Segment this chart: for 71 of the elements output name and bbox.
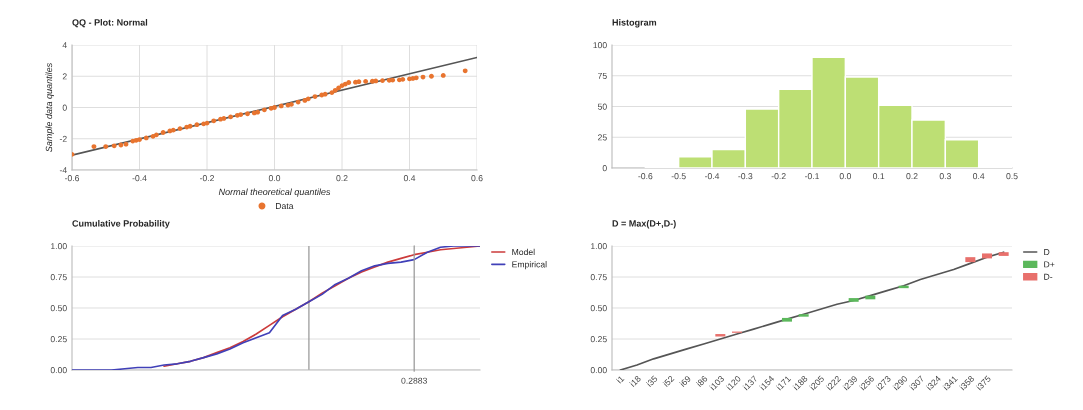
y-tick-label: 0: [62, 104, 67, 111]
x-tick-label: i290: [892, 375, 908, 391]
x-tick-label: 0.2: [336, 175, 348, 182]
chart-title: QQ - Plot: Normal: [72, 19, 148, 28]
y-tick-label: 0.00: [590, 367, 607, 374]
x-tick-label: -0.4: [704, 173, 720, 180]
bar: [848, 298, 859, 302]
x-tick-label: -0.4: [132, 175, 147, 182]
legend-label: Model: [512, 248, 535, 256]
y-tick-label: 0.25: [590, 336, 607, 343]
bar: [998, 252, 1009, 256]
x-tick-label: i86: [695, 375, 708, 388]
line-series: [619, 251, 1005, 370]
x-tick-label: i69: [679, 375, 692, 388]
x-tick-label: -0.6: [638, 173, 653, 180]
x-tick-label: -0.3: [738, 173, 753, 180]
chart-title: D = Max(D+,D-): [612, 220, 676, 229]
y-tick-label: 0.25: [50, 336, 67, 343]
x-axis-title: Normal theoretical quantiles: [218, 188, 331, 197]
bar: [715, 334, 726, 337]
chart-title: Histogram: [612, 19, 657, 28]
y-tick-label: 75: [598, 72, 607, 79]
x-tick-label: -0.2: [771, 173, 786, 180]
bar: [982, 253, 992, 259]
legend-label: D+: [1044, 261, 1055, 268]
x-tick-label: 0.5: [1006, 173, 1018, 180]
y-tick-label: 0.50: [590, 305, 607, 312]
y-tick-label: 0.50: [50, 305, 67, 312]
x-tick-label: 0.3: [939, 173, 951, 180]
x-tick-label: -0.2: [199, 175, 214, 182]
y-tick-label: 1.00: [591, 243, 607, 250]
x-tick-label: -0.6: [64, 175, 80, 182]
x-tick-label: i188: [792, 375, 808, 391]
y-tick-label: 50: [597, 103, 607, 110]
x-tick-label: 0.6: [471, 175, 483, 182]
x-tick-label: 0.4: [973, 173, 985, 180]
y-tick-label: 25: [597, 134, 607, 141]
bar: [782, 317, 792, 322]
text: 0.2883: [401, 377, 427, 384]
line-series: [72, 246, 480, 370]
y-tick-label: 0: [602, 165, 607, 172]
y-tick-label: 0.00: [50, 367, 67, 374]
y-tick-label: -2: [59, 135, 67, 142]
x-tick-label: i239: [842, 375, 858, 391]
x-tick-label: i1: [616, 375, 625, 384]
y-tick-label: 100: [593, 42, 607, 49]
bar: [798, 314, 809, 317]
x-tick-label: -0.5: [671, 173, 686, 180]
x-tick-label: i341: [942, 375, 958, 391]
legend-label: Empirical: [512, 261, 547, 270]
x-tick-label: 0.0: [268, 175, 281, 182]
legend-label: Data: [276, 203, 294, 210]
x-tick-label: 0.4: [403, 175, 416, 182]
x-tick-label: i35: [645, 375, 658, 388]
x-tick-label: i18: [629, 375, 642, 388]
y-tick-label: -4: [59, 167, 67, 174]
y-tick-label: 0.75: [50, 274, 67, 281]
x-tick-label: 0.0: [839, 173, 851, 180]
y-tick-label: 0.75: [590, 274, 607, 281]
chart-title: Cumulative Probability: [72, 220, 170, 229]
bar: [965, 257, 976, 263]
x-tick-label: i52: [662, 375, 675, 388]
x-tick-label: 0.1: [873, 173, 885, 180]
y-axis-title: Sample data quantiles: [45, 63, 54, 152]
x-tick-label: -0.1: [804, 173, 819, 180]
x-tick-label: 0.2: [906, 173, 918, 180]
y-tick-label: 1.00: [51, 243, 67, 250]
legend-label: D-: [1044, 273, 1053, 280]
y-tick-label: 4: [62, 42, 67, 49]
legend-label: D: [1044, 249, 1050, 256]
y-tick-label: 2: [62, 73, 67, 80]
